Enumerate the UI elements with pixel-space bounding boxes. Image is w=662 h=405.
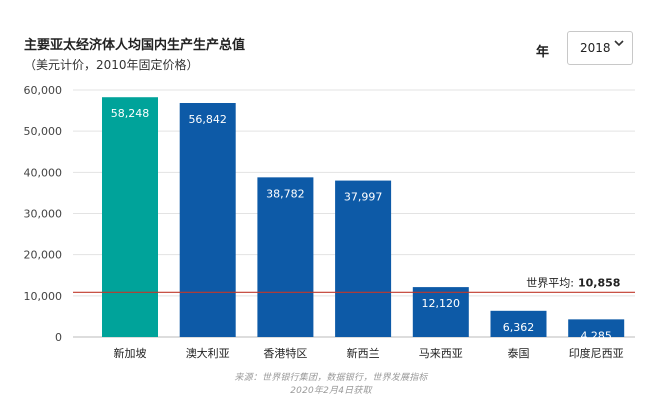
bar [335,180,392,337]
bar [568,319,625,337]
bar [102,97,158,337]
chart-subtitle: （美元计价，2010年固定价格） [24,58,199,72]
y-tick-label: 50,000 [24,125,63,138]
bar-value-label: 56,842 [188,113,227,126]
bar-value-label: 38,782 [266,187,305,200]
bar [412,287,469,337]
y-tick-label: 10,000 [24,290,63,303]
y-tick-label: 20,000 [24,249,63,262]
bar [257,177,314,337]
bar-value-label: 6,362 [503,321,535,334]
reference-line-label: 世界平均: [526,276,574,289]
year-dropdown[interactable]: 2018 [567,31,633,65]
x-tick-label: 印度尼西亚 [569,346,624,360]
x-tick-label: 马来西亚 [419,347,463,360]
retrieved-date: 2020年2月4日获取 [290,386,372,396]
bar [179,103,236,338]
x-tick-label: 泰国 [508,346,530,360]
x-tick-label: 香港特区 [263,346,307,360]
reference-line-value: 10,858 [578,276,620,289]
bar-value-label: 58,248 [111,107,150,120]
bar-value-label: 37,997 [344,191,383,204]
bar [490,310,547,337]
year-label: 年 [536,45,550,60]
y-tick-label: 60,000 [24,84,63,97]
x-tick-label: 新加坡 [114,346,147,360]
y-tick-label: 40,000 [24,166,63,179]
y-tick-label: 0 [55,331,62,344]
y-tick-label: 30,000 [24,208,63,221]
chevron-down-icon [614,40,624,47]
bar-value-label: 4,285 [580,329,612,342]
year-value: 2018 [580,41,611,55]
source-note: 来源：世界银行集团，数据银行，世界发展指标 [234,373,428,383]
chart-title: 主要亚太经济体人均国内生产生产总值 [24,38,246,53]
bar-value-label: 12,120 [422,297,461,310]
x-tick-label: 澳大利亚 [186,346,230,360]
x-tick-label: 新西兰 [347,346,380,360]
